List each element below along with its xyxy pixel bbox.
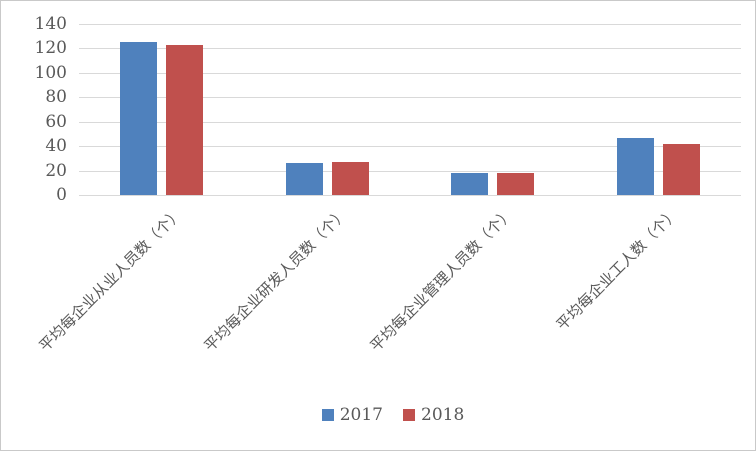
bar-2017-category-2 (451, 173, 489, 195)
bar-2018-category-3 (662, 143, 700, 195)
gridline-0 (79, 195, 741, 196)
x-axis-label-1: 平均每企业研发人员数（个） (200, 204, 352, 356)
y-tick-label-100: 100 (34, 62, 67, 83)
bar-2017-category-1 (285, 163, 323, 195)
bar-2018-category-1 (331, 162, 369, 195)
gridline-40 (79, 146, 741, 148)
gridline-120 (79, 48, 741, 50)
x-axis-label-0: 平均每企业从业人员数（个） (35, 204, 186, 356)
y-tick-label-80: 80 (45, 87, 67, 108)
y-axis: 0 20 40 60 80 100 120 140 (1, 1, 67, 221)
y-tick-label-20: 20 (45, 160, 67, 181)
bar-2018-category-2 (497, 173, 535, 195)
legend-swatch-2018 (403, 409, 415, 421)
gridline-80 (79, 97, 741, 99)
gridline-140 (79, 24, 741, 25)
plot-area (79, 24, 741, 196)
gridline-60 (79, 121, 741, 123)
gridline-20 (79, 170, 741, 172)
x-axis-label-2: 平均每企业管理人员数（个） (366, 204, 517, 356)
legend-item-2017: 2017 (321, 405, 383, 425)
y-tick-label-120: 120 (34, 38, 67, 59)
y-tick-label-40: 40 (45, 136, 67, 157)
bar-2017-category-0 (120, 42, 158, 195)
legend-label-2017: 2017 (339, 405, 383, 425)
legend-label-2018: 2018 (421, 405, 465, 425)
bar-2017-category-3 (616, 137, 654, 195)
x-axis-label-3: 平均每企业工人数（个） (552, 204, 683, 334)
bar-2018-category-0 (166, 44, 204, 195)
legend: 2017 2018 (1, 405, 755, 425)
y-tick-label-0: 0 (56, 185, 67, 205)
y-tick-label-60: 60 (45, 111, 67, 132)
legend-item-2018: 2018 (403, 405, 464, 425)
y-tick-label-140: 140 (34, 14, 67, 34)
gridline-100 (79, 72, 741, 74)
legend-swatch-2017 (321, 409, 334, 421)
